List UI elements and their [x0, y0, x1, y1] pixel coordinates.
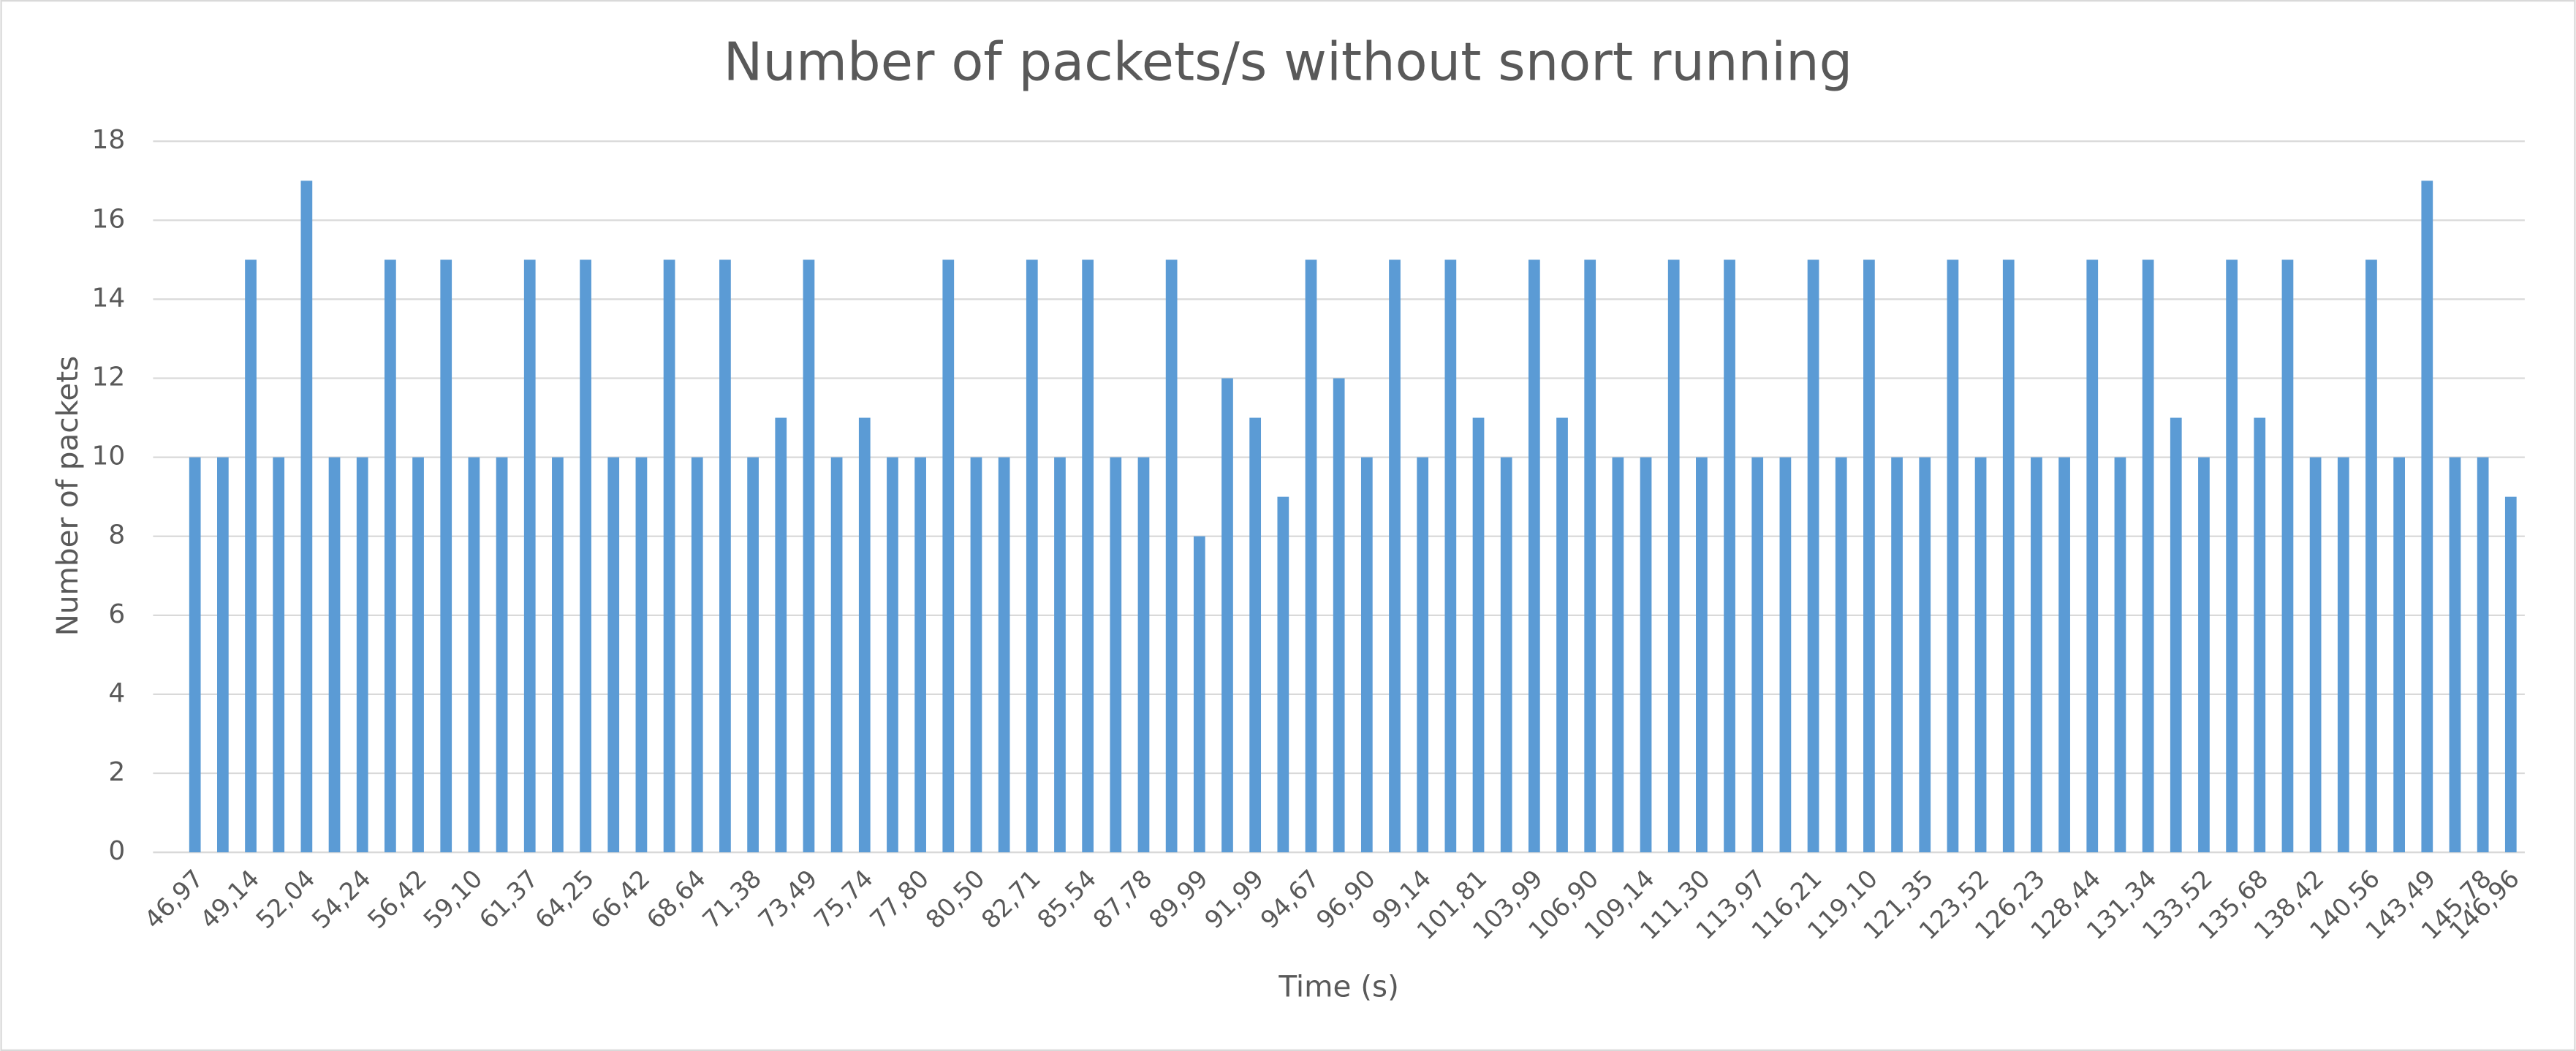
bar — [2002, 259, 2015, 853]
y-tick-label: 10 — [91, 441, 125, 471]
bar — [2142, 259, 2154, 853]
bar — [1277, 496, 1289, 853]
bar — [2365, 259, 2377, 853]
bar — [1863, 259, 1875, 853]
bar — [887, 457, 898, 853]
bar — [1221, 378, 1233, 853]
bar — [1667, 259, 1680, 853]
y-tick-label: 4 — [108, 678, 125, 708]
bar — [1974, 457, 1987, 853]
bar — [775, 417, 787, 853]
bar — [635, 457, 648, 853]
bar — [719, 259, 731, 853]
bar — [273, 457, 285, 853]
bar — [468, 457, 480, 853]
bar — [2477, 457, 2489, 853]
bar — [1417, 457, 1429, 853]
bar — [2086, 259, 2099, 853]
bar — [1612, 457, 1624, 853]
chart-title: Number of packets/s without snort runnin… — [724, 31, 1853, 92]
bar — [663, 259, 675, 853]
bar — [1444, 259, 1457, 853]
y-tick-label: 6 — [108, 599, 125, 629]
bar — [2170, 417, 2182, 853]
bar — [1249, 417, 1262, 853]
bar — [858, 417, 871, 853]
bar — [2309, 457, 2322, 853]
bar — [1026, 259, 1038, 853]
bar — [1137, 457, 1150, 853]
y-tick-label: 16 — [91, 204, 125, 234]
bar — [1389, 259, 1401, 853]
bar — [1165, 259, 1178, 853]
bar — [2337, 457, 2349, 853]
bar — [1919, 457, 1931, 853]
bar — [607, 457, 620, 853]
bar — [1360, 457, 1373, 853]
bar — [942, 259, 955, 853]
y-tick-label: 2 — [108, 757, 125, 787]
y-axis-label: Number of packets — [50, 356, 85, 637]
bar — [1947, 259, 1959, 853]
bar — [440, 259, 452, 853]
bar — [1891, 457, 1903, 853]
bar — [300, 181, 313, 853]
bar — [2449, 457, 2461, 853]
bar — [1640, 457, 1652, 853]
bar — [2281, 259, 2294, 853]
bar — [970, 457, 982, 853]
bar — [523, 259, 536, 853]
bar — [998, 457, 1010, 853]
bar — [216, 457, 229, 853]
bar — [1584, 259, 1596, 853]
bar — [1835, 457, 1847, 853]
bar — [1054, 457, 1066, 853]
bar — [2031, 457, 2042, 853]
bar — [747, 457, 759, 853]
bar — [384, 259, 396, 853]
y-tick-label: 8 — [108, 520, 125, 550]
bar — [552, 457, 564, 853]
bar — [2254, 417, 2266, 853]
bar — [2198, 457, 2210, 853]
bar — [1333, 378, 1345, 853]
bar — [2226, 259, 2238, 853]
bar — [580, 259, 591, 853]
bar — [1305, 259, 1317, 853]
bar — [1082, 259, 1094, 853]
bar — [328, 457, 341, 853]
bar — [412, 457, 424, 853]
bar — [356, 457, 368, 853]
y-tick-label: 0 — [108, 836, 125, 866]
bar — [1696, 457, 1708, 853]
y-tick-label: 18 — [91, 125, 125, 155]
bar — [1193, 536, 1205, 853]
bar — [691, 457, 703, 853]
bar — [1779, 457, 1792, 853]
bar — [803, 259, 815, 853]
bar — [1500, 457, 1512, 853]
bar — [1528, 259, 1540, 853]
bar — [1724, 259, 1735, 853]
y-tick-label: 14 — [91, 283, 125, 313]
bar — [1807, 259, 1819, 853]
bar — [2393, 457, 2405, 853]
bar — [496, 457, 508, 853]
bar — [189, 457, 201, 853]
bar — [2058, 457, 2070, 853]
bar — [830, 457, 843, 853]
bar — [2114, 457, 2126, 853]
bar — [2504, 496, 2517, 853]
bar — [1110, 457, 1122, 853]
x-axis-label: Time (s) — [1278, 969, 1398, 1004]
bar — [1556, 417, 1568, 853]
bar — [245, 259, 257, 853]
bar — [2421, 181, 2433, 853]
bar — [1472, 417, 1485, 853]
bar — [1751, 457, 1764, 853]
y-tick-label: 12 — [91, 363, 125, 392]
bar — [914, 457, 926, 853]
